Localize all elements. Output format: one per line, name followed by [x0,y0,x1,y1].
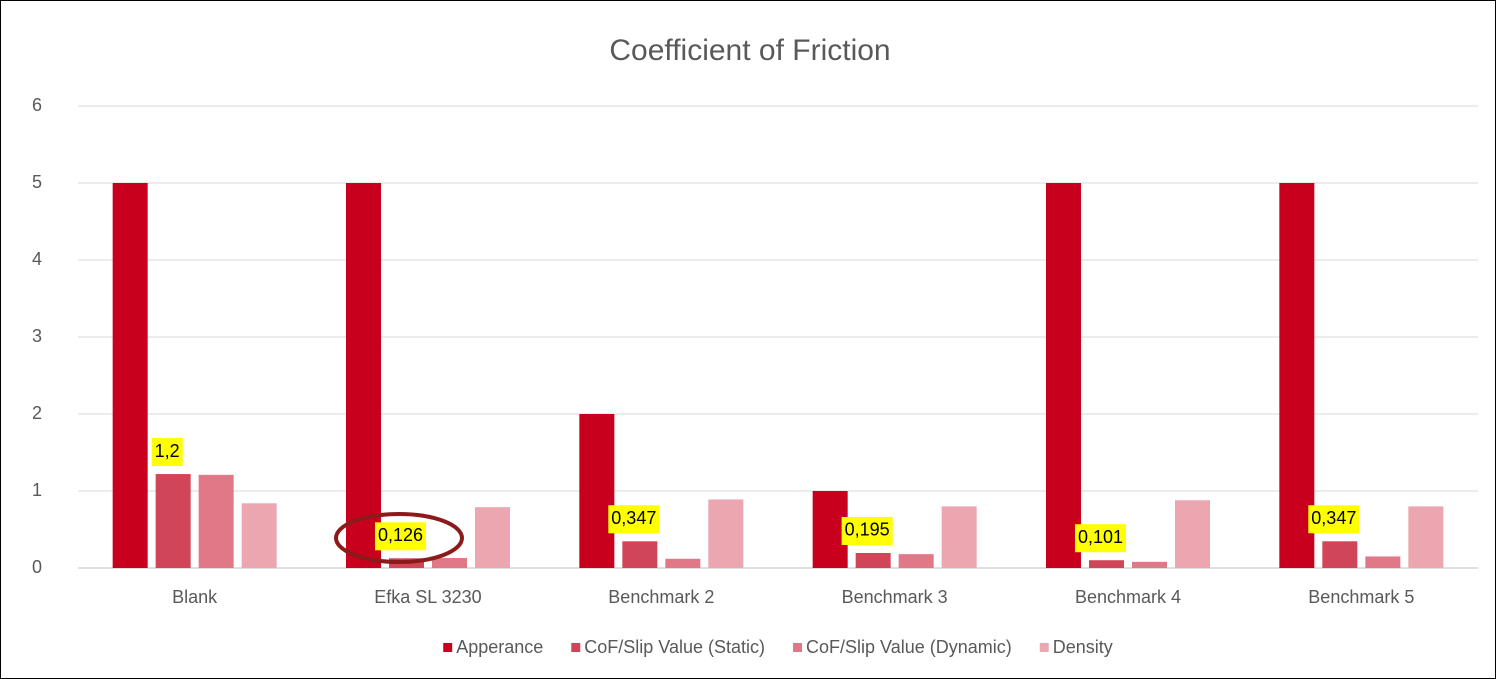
bar [346,183,381,568]
bars [112,183,1444,568]
value-label-bg [374,522,427,551]
value-label-bg [608,505,660,534]
value-label: 0,101 [1078,527,1123,547]
bar [1132,561,1167,568]
grid: 0 1 2 3 4 5 6 Blank Efka SL 3230 Benchmark 2 Bench… [32,95,1478,607]
bar [898,554,934,568]
value-label-bg [1308,505,1360,534]
legend-swatch [443,643,453,652]
y-tick-label: 2 [32,403,42,423]
y-tick-label: 4 [32,249,42,269]
value-label: 1,2 [155,441,180,461]
chart-title: Coefficient of Friction [609,34,890,67]
bar [475,507,510,568]
bar [241,503,277,568]
bar [1089,560,1124,568]
bar [855,552,891,568]
x-tick-label: Benchmark 3 [842,587,948,607]
legend-swatch [571,643,581,652]
value-label: 0,347 [611,508,656,528]
bar [1046,183,1081,568]
y-tick-label: 0 [32,557,42,577]
value-label: 0,195 [845,520,890,540]
bar [1279,183,1315,568]
legend-label: Density [1053,637,1113,657]
bar [1175,500,1210,568]
value-label: 0,347 [1311,508,1356,528]
value-labels: 1,2 0,126 0,347 0,195 0,101 0,347 [151,438,1360,553]
y-tick-label: 1 [32,480,42,500]
legend-swatch [1039,643,1049,652]
highlight-ellipse [334,512,464,564]
bar [432,557,467,568]
legend: Apperance CoF/Slip Value (Static) CoF/Slip… [443,637,1113,657]
bar [579,414,615,568]
bar [1365,556,1401,568]
y-tick-label: 5 [32,172,42,192]
bar [622,541,658,568]
y-tick-label: 3 [32,326,42,346]
bar [155,474,191,568]
x-tick-label: Blank [172,587,218,607]
value-label-bg [1074,524,1127,553]
legend-label: CoF/Slip Value (Dynamic) [806,637,1012,657]
y-tick-label: 6 [32,95,42,115]
legend-swatch [793,643,803,652]
bar [665,558,701,568]
bar [198,474,234,568]
x-tick-label: Efka SL 3230 [374,587,481,607]
x-tick-label: Benchmark 4 [1075,587,1181,607]
bar [1408,506,1444,568]
value-label-bg [151,438,183,467]
legend-label: CoF/Slip Value (Static) [584,637,765,657]
value-label-bg [841,516,893,545]
x-tick-label: Benchmark 2 [608,587,714,607]
bar [708,499,744,568]
x-tick-label: Benchmark 5 [1308,587,1414,607]
value-label: 0,126 [378,525,423,545]
bar [941,506,977,568]
bar [112,183,148,568]
legend-label: Apperance [456,637,543,657]
bar [1322,541,1358,568]
